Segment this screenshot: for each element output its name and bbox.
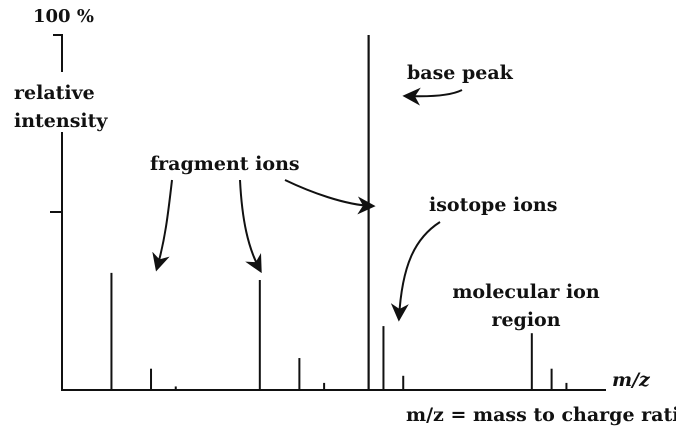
molecular-ion-label-line2: region <box>491 308 561 331</box>
isotope-ions-label: isotope ions <box>429 194 558 216</box>
base-peak-arrow <box>402 87 463 106</box>
y-axis-label: relative intensity <box>14 82 108 132</box>
molecular-ion-region-label: molecular ion region <box>441 279 599 334</box>
fragment-arrow-2 <box>239 179 262 274</box>
molecular-ion-label-line1: molecular ion <box>452 281 600 303</box>
base-peak-label: base peak <box>407 62 513 84</box>
y-top-label: 100 % <box>33 6 94 27</box>
x-axis-caption: m/z = mass to charge ratio <box>406 404 676 426</box>
fragment-arrow-3 <box>284 179 376 215</box>
isotope-arrow <box>390 221 441 322</box>
x-axis-label: m/z <box>612 369 650 391</box>
fragment-arrow-1 <box>152 179 173 272</box>
fragment-ions-label: fragment ions <box>150 153 300 175</box>
